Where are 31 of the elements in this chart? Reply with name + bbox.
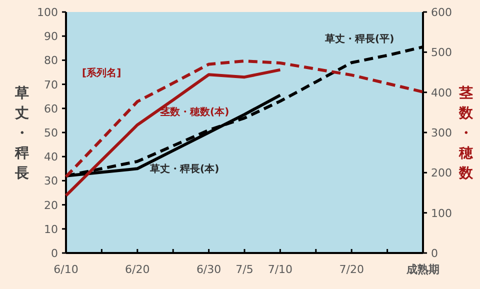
x-tick-label: 6/10 bbox=[54, 263, 78, 276]
y-tick-label: 30 bbox=[44, 174, 58, 188]
y2-tick-label: 200 bbox=[431, 166, 452, 180]
y-tick-label: 100 bbox=[37, 6, 58, 19]
y-tick-label: 50 bbox=[44, 126, 58, 140]
line-series bbox=[64, 68, 282, 198]
x-tick-label: 7/10 bbox=[268, 263, 293, 276]
x-tick-label: 6/30 bbox=[196, 263, 222, 276]
y-axis-title: 草丈・稈長 bbox=[14, 86, 29, 182]
y-tick-label: 0 bbox=[51, 247, 58, 260]
y2-tick-label: 0 bbox=[431, 247, 438, 260]
x-tick-label: 成熟期 bbox=[406, 263, 440, 276]
y-tick-label: 80 bbox=[44, 54, 58, 68]
y-tick-label: 90 bbox=[44, 30, 58, 44]
series-label: 草丈・稈長(平) bbox=[324, 33, 394, 45]
y2-tick-label: 500 bbox=[431, 46, 452, 60]
y-tick-label: 20 bbox=[44, 198, 58, 212]
x-tick-label: 7/5 bbox=[236, 263, 254, 276]
y-tick-label: 70 bbox=[44, 78, 58, 92]
x-tick-label: 7/20 bbox=[339, 263, 364, 276]
y2-tick-label: 400 bbox=[431, 86, 452, 100]
series-label: 草丈・稈長(本) bbox=[149, 163, 220, 175]
y-tick-label: 40 bbox=[44, 150, 58, 164]
y2-tick-label: 100 bbox=[431, 206, 452, 220]
y-tick-label: 10 bbox=[44, 222, 58, 236]
y-tick-label: 60 bbox=[44, 102, 58, 116]
y2-tick-label: 300 bbox=[431, 126, 452, 140]
text: [系列名] bbox=[82, 67, 122, 79]
y2-tick-label: 600 bbox=[431, 6, 452, 19]
x-tick-label: 6/20 bbox=[125, 263, 150, 276]
y2-axis-title: 茎数・穂数 bbox=[458, 86, 474, 182]
